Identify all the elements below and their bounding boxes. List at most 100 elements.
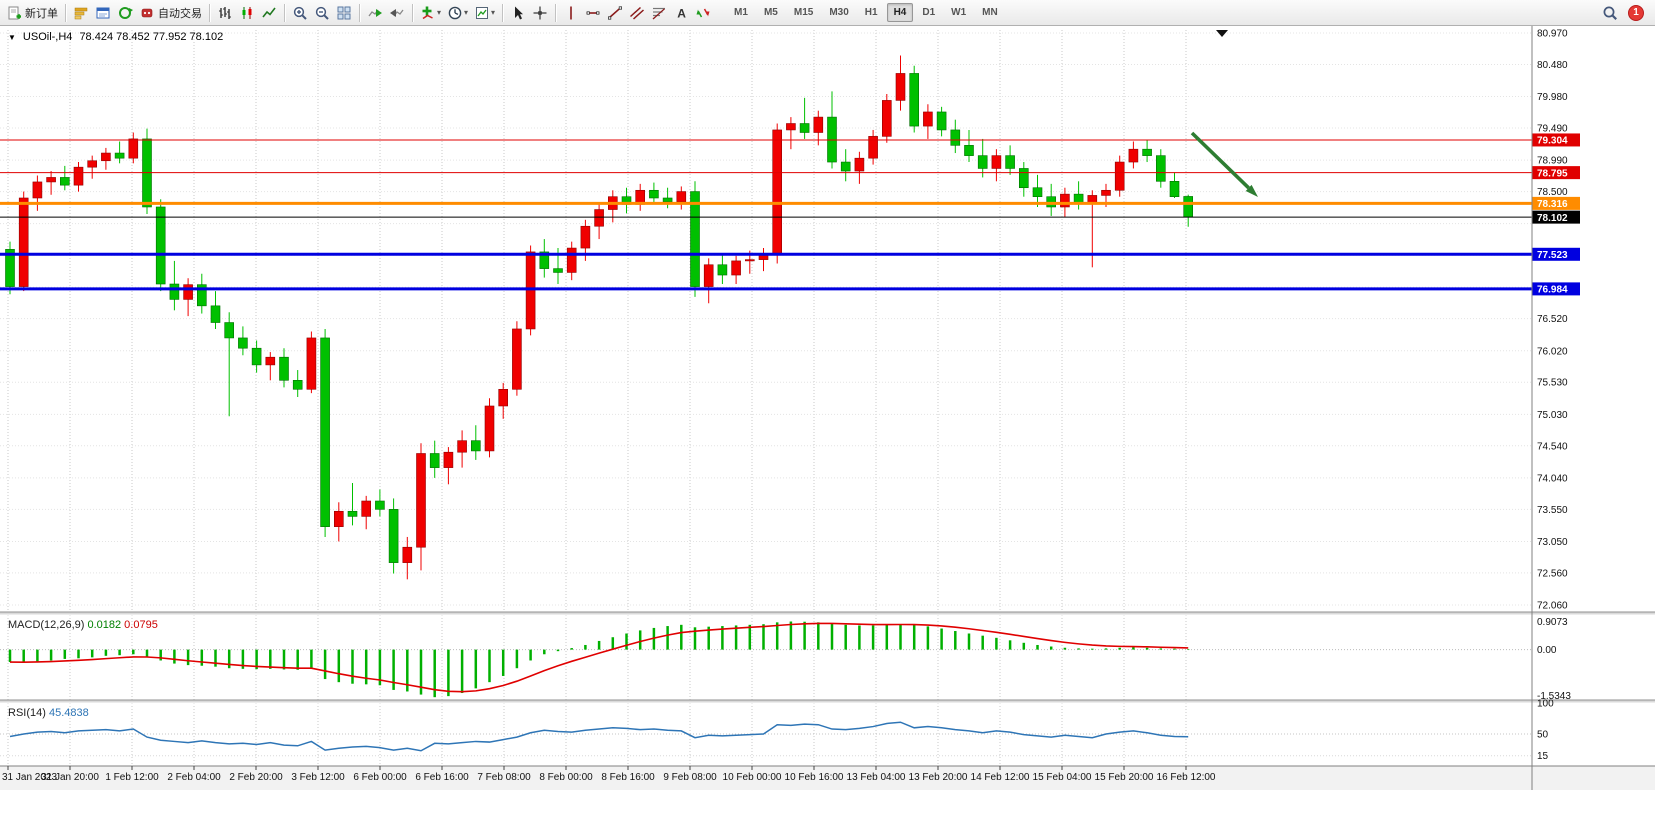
timeframe-button-mn[interactable]: MN (982, 7, 998, 18)
timeframe-button-m30[interactable]: M30 (829, 7, 849, 18)
pivot-line-price-label: 78.316 (1537, 199, 1568, 210)
bar-chart-button[interactable] (214, 2, 236, 24)
periods-icon (448, 6, 462, 19)
arrows-button[interactable] (692, 2, 714, 24)
macd-signal-line (9, 622, 1189, 693)
candle (1101, 189, 1111, 196)
crosshair-button[interactable] (529, 2, 551, 24)
chart-canvas[interactable]: 80.970 80.480 79.980 79.490 78.990 78.500 76.5… (0, 26, 1655, 828)
toolbar-separator (412, 3, 413, 22)
candle (717, 264, 728, 276)
market-watch-button[interactable] (70, 2, 92, 24)
price-axis-label: 79.490 (1537, 124, 1568, 135)
candle (155, 206, 166, 285)
candle (1046, 196, 1056, 208)
rsi-axis-label: 15 (1537, 751, 1549, 762)
timeframe-button-m5[interactable]: M5 (763, 7, 778, 18)
time-axis-label: 13 Feb 04:00 (847, 772, 906, 783)
zoom-out-button[interactable] (311, 2, 333, 24)
candlestick-chart-button[interactable] (236, 2, 258, 24)
price-axis-label: 72.560 (1537, 568, 1568, 579)
rsi-axis-label: 50 (1537, 730, 1549, 741)
candle (1169, 180, 1180, 198)
zoom-in-button[interactable] (289, 2, 311, 24)
candle (402, 546, 413, 563)
candle (840, 161, 851, 172)
candle (101, 152, 111, 162)
candle (854, 157, 865, 172)
candle (580, 225, 591, 249)
timeframe-button-d1[interactable]: D1 (922, 7, 936, 18)
price-axis-label: 78.500 (1537, 187, 1568, 198)
toolbar-groups: 新订单 自动交易 ▾ ▾ ▾ A (3, 2, 714, 24)
resistance-line-1-price-badge (1532, 133, 1580, 147)
panel-divider[interactable] (0, 700, 1655, 703)
price-axis-label: 73.050 (1537, 537, 1568, 548)
toolbar-separator (284, 3, 285, 22)
support-line-1-price-badge (1532, 247, 1580, 261)
time-axis-strip[interactable] (0, 766, 1655, 790)
candle (690, 191, 700, 287)
candle (936, 111, 947, 131)
timeframe-button-h1[interactable]: H1 (864, 7, 878, 18)
search-button[interactable] (1599, 2, 1621, 24)
time-axis-label: 16 Feb 12:00 (1157, 772, 1216, 783)
resistance-line-2-price-label: 78.795 (1537, 168, 1568, 179)
chart-ohlc-values: 78.424 78.452 77.952 78.102 (79, 31, 224, 43)
templates-button[interactable]: ▾ (471, 2, 498, 24)
candle (977, 155, 988, 169)
panel-divider[interactable] (0, 612, 1655, 615)
candle (251, 347, 262, 366)
cursor-button[interactable] (507, 2, 529, 24)
text-icon: A (677, 6, 686, 20)
svg-text:A: A (677, 6, 686, 20)
text-button[interactable]: A (670, 2, 692, 24)
strategy-tester-button[interactable] (114, 2, 136, 24)
candle (183, 284, 193, 300)
line-chart-button[interactable] (258, 2, 280, 24)
macd-axis-label: -1.5343 (1537, 691, 1571, 702)
dropdown-arrow-icon: ▾ (491, 7, 496, 17)
toolbar-separator (359, 3, 360, 22)
price-axis-label: 76.520 (1537, 314, 1568, 325)
channel-icon (630, 6, 645, 20)
data-window-button[interactable] (92, 2, 114, 24)
support-line-1-price-label: 77.523 (1537, 250, 1568, 261)
horizontal-line-button[interactable] (582, 2, 604, 24)
timeframe-button-h4[interactable]: H4 (886, 3, 914, 22)
fibonacci-button[interactable] (648, 2, 670, 24)
chart-symbol-period: USOil-,H4 (22, 31, 73, 43)
chart-menu-triangle-icon[interactable]: ▼ (8, 32, 16, 42)
time-axis-label: 31 Jan 2023 (2, 772, 57, 783)
auto-trading-button[interactable]: 自动交易 (136, 2, 205, 24)
auto-scroll-button[interactable] (364, 2, 386, 24)
candle (1128, 148, 1139, 163)
trend-arrow[interactable] (1190, 131, 1250, 190)
timeframe-button-m15[interactable]: M15 (793, 7, 814, 18)
candle (1032, 187, 1043, 198)
candle (32, 181, 43, 199)
periods-button[interactable]: ▾ (444, 2, 471, 24)
candle (279, 356, 289, 381)
indicators-button[interactable]: ▾ (417, 2, 444, 24)
chart-shift-icon (390, 8, 404, 17)
trend-arrow-head[interactable] (1245, 184, 1258, 197)
price-axis-label: 74.540 (1537, 441, 1568, 452)
timeframe-button-w1[interactable]: W1 (951, 7, 967, 18)
timeframe-button-m1[interactable]: M1 (734, 7, 748, 18)
vertical-line-button[interactable] (560, 2, 582, 24)
chart-shift-marker[interactable] (1216, 30, 1228, 37)
price-axis-label: 79.980 (1537, 92, 1568, 103)
rsi-line (9, 721, 1189, 752)
chart-shift-button[interactable] (386, 2, 408, 24)
trendline-button[interactable] (604, 2, 626, 24)
notification-badge[interactable]: 1 (1628, 4, 1644, 21)
resistance-line-1-price-label: 79.304 (1537, 136, 1568, 147)
tile-windows-button[interactable] (333, 2, 355, 24)
candle (114, 152, 125, 159)
channel-button[interactable] (626, 2, 648, 24)
new-order-button[interactable]: 新订单 (3, 2, 61, 24)
candle (18, 197, 29, 287)
support-line-2-price-badge (1532, 282, 1580, 296)
trendline-icon (608, 5, 623, 20)
